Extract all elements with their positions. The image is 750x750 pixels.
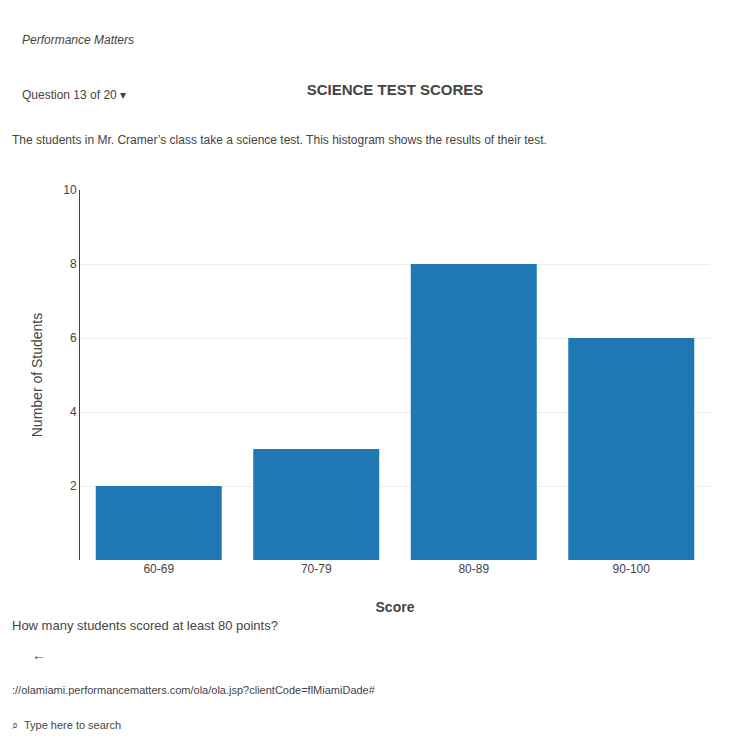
svg-text:Performance Matters: Performance Matters: [22, 33, 134, 47]
svg-text:The students in Mr. Cramer’s c: The students in Mr. Cramer’s class take …: [12, 133, 547, 147]
svg-text:←: ←: [32, 647, 46, 663]
svg-text:SCIENCE TEST SCORES: SCIENCE TEST SCORES: [307, 81, 484, 98]
svg-text:70-79: 70-79: [301, 562, 332, 576]
svg-text:How many students scored at le: How many students scored at least 80 poi…: [12, 618, 278, 633]
svg-text:⌕ Type here to search: ⌕ Type here to search: [12, 719, 121, 731]
svg-text:60-69: 60-69: [143, 562, 174, 576]
svg-text:6: 6: [70, 331, 77, 345]
svg-text:10: 10: [63, 183, 77, 197]
svg-text:4: 4: [70, 405, 77, 419]
svg-text:80-89: 80-89: [458, 562, 489, 576]
svg-text:Score: Score: [376, 599, 415, 615]
svg-text:://olamiami.performancematters: ://olamiami.performancematters.com/ola/o…: [12, 684, 376, 696]
svg-text:8: 8: [70, 257, 77, 271]
svg-text:Question 13 of 20 ▾: Question 13 of 20 ▾: [22, 88, 126, 102]
svg-text:2: 2: [70, 479, 77, 493]
svg-text:90-100: 90-100: [613, 562, 651, 576]
svg-text:Number of Students: Number of Students: [29, 313, 45, 438]
